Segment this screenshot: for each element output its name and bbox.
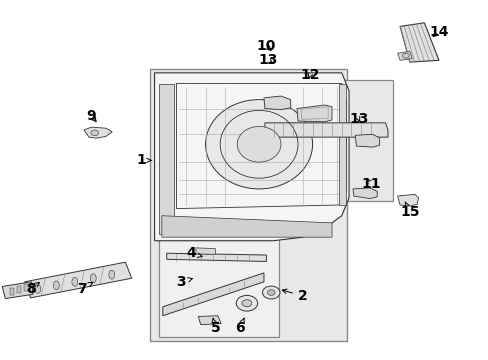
Ellipse shape — [35, 284, 41, 293]
Polygon shape — [355, 134, 379, 147]
Text: 15: 15 — [399, 202, 419, 219]
Bar — [17, 286, 21, 293]
Text: 13: 13 — [348, 112, 367, 126]
Bar — [24, 284, 28, 292]
Bar — [149, 69, 346, 341]
Polygon shape — [84, 127, 112, 138]
Text: 6: 6 — [234, 318, 244, 335]
Polygon shape — [399, 23, 438, 62]
Ellipse shape — [205, 100, 312, 189]
Text: 13: 13 — [258, 53, 277, 67]
Polygon shape — [352, 188, 376, 199]
Polygon shape — [264, 96, 290, 110]
Text: 11: 11 — [361, 176, 380, 190]
Bar — [159, 230, 278, 337]
Ellipse shape — [109, 270, 115, 279]
Polygon shape — [154, 73, 348, 241]
Polygon shape — [397, 194, 418, 206]
Text: 9: 9 — [86, 109, 96, 123]
Text: 3: 3 — [176, 275, 192, 289]
Circle shape — [91, 130, 99, 136]
Ellipse shape — [72, 277, 78, 286]
Ellipse shape — [53, 281, 59, 290]
Ellipse shape — [90, 274, 96, 283]
Ellipse shape — [237, 126, 281, 162]
Polygon shape — [196, 248, 215, 254]
Polygon shape — [162, 216, 331, 237]
Circle shape — [267, 290, 275, 296]
Polygon shape — [25, 262, 131, 298]
Polygon shape — [166, 253, 266, 261]
Polygon shape — [159, 84, 174, 234]
Text: 7: 7 — [77, 282, 93, 296]
Polygon shape — [296, 105, 331, 122]
Text: 4: 4 — [186, 246, 202, 260]
Polygon shape — [397, 51, 411, 60]
Bar — [261, 80, 392, 202]
Text: 10: 10 — [256, 39, 276, 53]
Text: 8: 8 — [26, 282, 40, 296]
Circle shape — [262, 286, 280, 299]
Circle shape — [242, 300, 251, 307]
Text: 5: 5 — [210, 318, 220, 335]
Text: 14: 14 — [428, 25, 448, 39]
Polygon shape — [339, 84, 345, 205]
Circle shape — [402, 53, 408, 58]
Polygon shape — [264, 123, 387, 137]
Polygon shape — [163, 273, 264, 316]
Text: 12: 12 — [300, 68, 319, 82]
Bar — [10, 288, 14, 295]
Text: 2: 2 — [282, 289, 307, 303]
Polygon shape — [2, 282, 33, 298]
Polygon shape — [198, 316, 221, 325]
Text: 1: 1 — [136, 153, 152, 167]
Circle shape — [236, 296, 257, 311]
